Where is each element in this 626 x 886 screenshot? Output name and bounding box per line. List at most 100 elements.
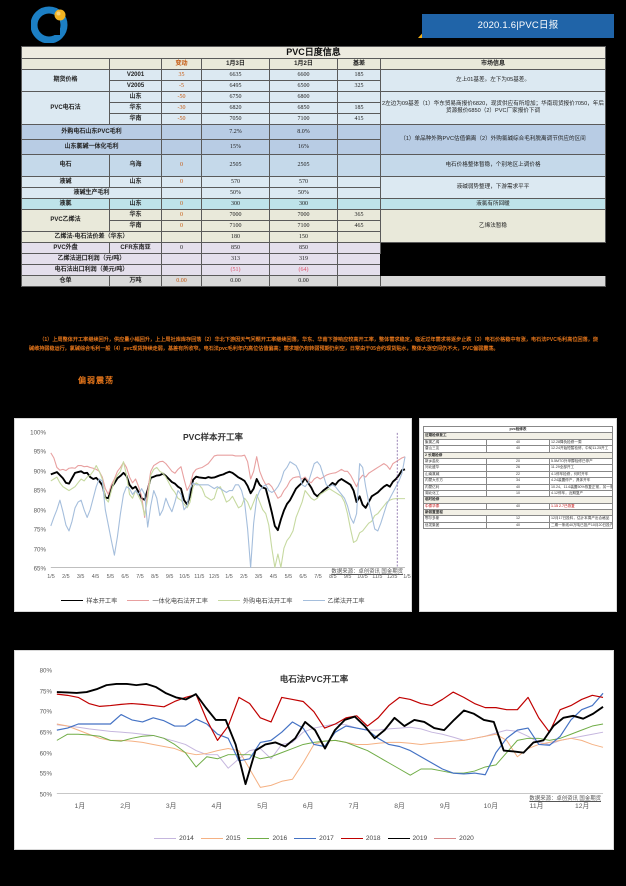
legend-swatch [387, 838, 410, 839]
maintenance-note: 12月17日投料，估计本周产出合格品 [549, 515, 613, 523]
chart-2-title: 电石法PVC开工率 [279, 674, 349, 684]
legend-label: 2020 [459, 835, 474, 842]
cell-change: -50 [161, 91, 202, 104]
legend-label: 外购电石法开工率 [243, 598, 293, 605]
x-tick-label: 3/5 [76, 574, 85, 580]
y-tick-label: 95% [33, 448, 46, 456]
legend-item[interactable]: 2019 [387, 835, 427, 842]
cell-change: 0 [161, 220, 202, 233]
table-row: 仓单 万吨 0.00 0.00 0.00 [21, 275, 606, 288]
chart-1-plot [50, 432, 406, 568]
maintenance-schedule-card: pvc检修表 近期检修复工 聚氯乙烯 40 12.28降负检修一周 唐山三友 40 12.24… [419, 418, 617, 612]
row-group-caustic-soda: 液碱 [21, 176, 110, 189]
row-group-carbide-export-profit: 电石法出口利润（美元/吨） [21, 264, 162, 277]
cell-change: -50 [161, 113, 202, 126]
legend-item[interactable]: 2020 [434, 835, 474, 842]
legend-item[interactable]: 2014 [154, 835, 194, 842]
x-tick-label: 4月 [211, 803, 223, 810]
legend-item[interactable]: 外购电石法开工率 [218, 596, 293, 605]
maintenance-capacity: 40 [486, 521, 550, 530]
x-tick-label: 4/5 [91, 574, 100, 580]
x-tick-label: 1/5 [225, 574, 233, 580]
x-tick-label: 4/5 [269, 574, 278, 580]
cell-day1: 570 [201, 176, 270, 189]
cell-day2: 6500 [269, 80, 338, 93]
cell-day1: 300 [201, 198, 270, 211]
cell-basis: 325 [337, 80, 381, 93]
cell-basis [337, 154, 381, 178]
cell-change [161, 139, 202, 156]
legend-item[interactable]: 样本开工率 [61, 596, 117, 605]
cell-day1: 850 [201, 242, 270, 255]
cell-basis: 465 [337, 220, 381, 233]
row-group-futures: 期货价格 [21, 69, 110, 93]
legend-item[interactable]: 2016 [247, 835, 287, 842]
table-row: 华南 -50 7050 7100 415 [22, 113, 606, 126]
legend-swatch [218, 600, 240, 601]
y-tick-label: 75% [39, 688, 52, 696]
legend-item[interactable]: 2018 [340, 835, 381, 842]
legend-item[interactable]: 2017 [294, 835, 334, 842]
x-tick-label: 7月 [348, 803, 360, 810]
y-tick-label: 70% [39, 708, 52, 716]
row-group-shandong-chlor-alkali-margin: 山东氯碱一体化毛利 [21, 139, 162, 156]
pvc-daily-table: PVC日度信息 变动 1月3日 1月2日 基差 市场信息 期货价格 V2001 … [21, 45, 606, 288]
cell-basis [337, 139, 381, 156]
cell-day2: 570 [269, 176, 338, 189]
cell-basis [337, 264, 381, 277]
col-head-1 [109, 58, 162, 71]
table-row: PVC电石法 山东 -50 6750 6800 2左边为09基差（1）华东贸易商… [21, 91, 606, 126]
x-tick-label: 11月 [529, 803, 544, 810]
cell-basis [337, 198, 381, 211]
maintenance-plant-name: 信发集团 [423, 521, 487, 530]
chart-card-carbide-pvc-operating-rate: 电石法PVC开工率 50% 55% 60% 65% 70% 75% 80% 1月 2月 3月 4月… [14, 650, 614, 850]
cell-basis [337, 91, 381, 104]
x-tick-label: 9月 [439, 803, 451, 810]
series-line [50, 456, 406, 568]
x-tick-label: 9/5 [343, 574, 352, 580]
y-tick-label: 70% [33, 546, 46, 554]
legend-label: 一体化电石法开工率 [152, 598, 208, 605]
cell-day1: 7050 [201, 113, 270, 126]
cell-basis [337, 242, 381, 255]
commentary-text: （1）上周整体开工率继续回升，供应量小幅回升，上上周社库库存回落（2）华北下游因… [29, 337, 598, 352]
maintenance-note: 11.29全部开工 [549, 464, 613, 472]
series-line [56, 723, 604, 769]
cell-change: 0 [161, 198, 202, 211]
x-tick-label: 6/5 [299, 574, 307, 580]
maintenance-section-header: 近期检修复工 [423, 432, 613, 440]
x-tick-label: 11/5 [194, 574, 205, 580]
x-tick-label: 1月 [74, 803, 86, 810]
legend-swatch [127, 600, 150, 601]
table-row: 华南 0 7100 7100 465 [22, 220, 606, 233]
series-line [50, 461, 406, 568]
maintenance-note: 10.24、11.6装置50%恢复正常，另一条线二期完成 [549, 483, 613, 491]
legend-item[interactable]: 一体化电石法开工率 [127, 596, 208, 605]
chart-2-plot [56, 682, 604, 795]
cell-day1: 15% [201, 139, 270, 156]
cell-basis: 365 [337, 209, 381, 222]
cell-change: 0.00 [161, 275, 202, 288]
cell-change: -30 [161, 102, 202, 115]
cell-day1: 7.2% [201, 124, 270, 141]
legend-item[interactable]: 2015 [200, 835, 240, 842]
y-tick-label: 65% [33, 565, 46, 573]
market-commentary: （1）上周整体开工率继续回升，供应量小幅回升，上上周社库库存回落（2）华北下游因… [21, 334, 606, 354]
series-line [50, 468, 406, 532]
x-tick-label: 3/5 [254, 574, 263, 580]
row-item: 万吨 [109, 275, 162, 288]
y-tick-label: 55% [39, 770, 52, 778]
x-tick-label: 2月 [120, 803, 131, 810]
row-item: 华南 [109, 113, 162, 126]
maintenance-note: 4.24装置停产，具体开车 [549, 477, 613, 485]
cell-day2: 50% [269, 187, 338, 200]
row-group-pvc-ethylene: PVC乙烯法 [21, 209, 110, 233]
x-tick-label: 6/5 [121, 574, 129, 580]
chart-2-source: 数据来源：卓创资讯 国金期货 [529, 796, 601, 802]
row-group-pvc-carbide: PVC电石法 [21, 91, 110, 126]
legend-item[interactable]: 乙烯法开工率 [302, 596, 365, 605]
chart-1-title: PVC样本开工率 [183, 432, 243, 442]
col-head-basis: 基差 [337, 58, 381, 71]
cell-market-info [380, 275, 606, 288]
